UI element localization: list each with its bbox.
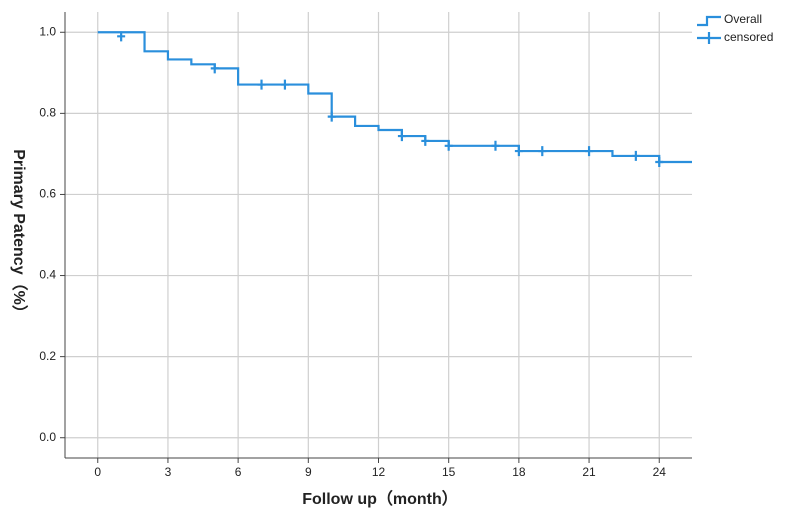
legend-icon bbox=[697, 32, 721, 44]
x-tick-label: 3 bbox=[165, 465, 172, 479]
y-tick-label: 0.4 bbox=[39, 268, 56, 282]
censor-mark bbox=[444, 140, 453, 151]
censor-mark bbox=[631, 150, 640, 161]
x-tick-label: 18 bbox=[512, 465, 526, 479]
x-tick-label: 0 bbox=[94, 465, 101, 479]
censor-mark bbox=[514, 146, 523, 157]
censor-mark bbox=[280, 79, 289, 90]
y-axis-title: Primary Patency（%） bbox=[10, 149, 28, 321]
censor-mark bbox=[117, 31, 126, 42]
censor-mark bbox=[585, 146, 594, 157]
y-tick-label: 0.6 bbox=[39, 187, 56, 201]
y-tick-label: 1.0 bbox=[39, 24, 56, 38]
censor-mark bbox=[210, 63, 219, 74]
legend-label: censored bbox=[724, 30, 773, 44]
x-tick-label: 6 bbox=[235, 465, 242, 479]
y-tick-label: 0.2 bbox=[39, 349, 56, 363]
legend-label: Overall bbox=[724, 12, 762, 26]
x-tick-label: 12 bbox=[372, 465, 386, 479]
legend-icon bbox=[697, 15, 721, 27]
censor-mark bbox=[397, 131, 406, 142]
x-tick-label: 21 bbox=[582, 465, 596, 479]
censor-mark bbox=[257, 79, 266, 90]
censor-mark bbox=[491, 140, 500, 151]
x-tick-label: 9 bbox=[305, 465, 312, 479]
censor-mark bbox=[421, 135, 430, 146]
censor-mark bbox=[327, 111, 336, 122]
x-axis-title: Follow up（month） bbox=[302, 490, 458, 508]
survival-curve bbox=[97, 31, 692, 164]
censor-mark bbox=[655, 157, 664, 168]
x-tick-label: 15 bbox=[442, 465, 456, 479]
x-tick-label: 24 bbox=[653, 465, 667, 479]
y-tick-label: 0.8 bbox=[39, 106, 56, 120]
y-tick-label: 0.0 bbox=[39, 430, 56, 444]
censor-mark bbox=[538, 146, 547, 157]
